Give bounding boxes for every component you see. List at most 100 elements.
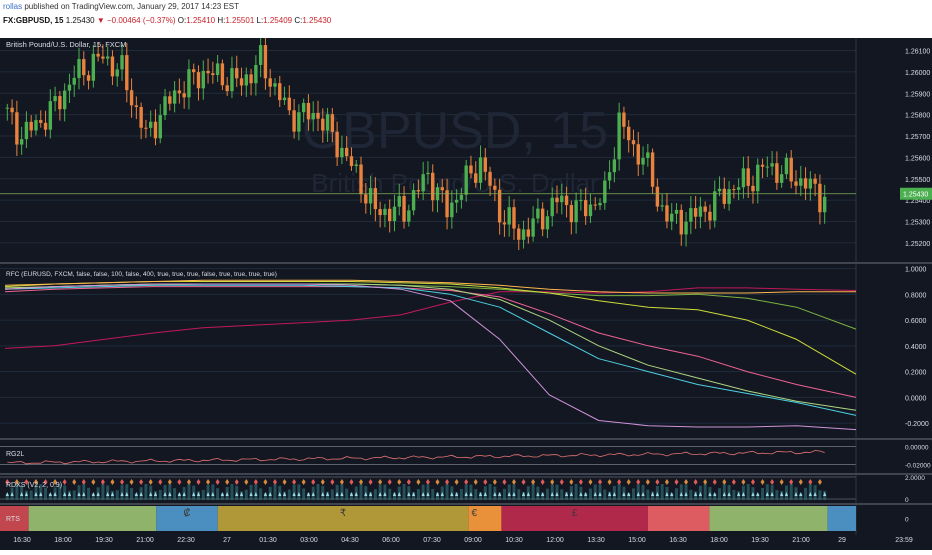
candle-body: [139, 106, 143, 128]
candle-body: [158, 115, 162, 139]
rfc-tick-label: 0.2000: [905, 370, 927, 377]
rts-currency-symbol: £: [572, 508, 578, 519]
candle-body: [187, 69, 191, 98]
rdxs-diamond: [645, 479, 650, 485]
price-axis[interactable]: 1.26100 1.26000 1.25900 1.25800 1.25700 1.256…: [900, 49, 932, 524]
candle-body: [550, 197, 554, 217]
rdxs-up-arrow: [550, 492, 554, 496]
time-tick-label: 18:00: [710, 537, 728, 544]
rdxs-up-arrow: [364, 492, 368, 496]
rdxs-bar: [689, 489, 693, 500]
rg2l-series-line: [7, 450, 825, 465]
rdxs-diamond: [550, 479, 555, 485]
candle-body: [454, 199, 459, 203]
rdxs-up-arrow: [641, 492, 645, 496]
rts-segment: [709, 506, 828, 531]
rdxs-diamond: [91, 479, 96, 485]
rdxs-bar: [560, 489, 564, 500]
time-axis[interactable]: 16:30 18:00 19:30 21:00 22:30 27 01:30 03:00 04:…: [13, 537, 913, 544]
rdxs-diamond: [483, 479, 488, 485]
candle-body: [82, 59, 86, 76]
rfc-series-line: [4, 279, 856, 294]
candle-body: [58, 96, 62, 110]
rdxs-diamond: [311, 479, 316, 485]
time-tick-label: 06:00: [382, 537, 400, 544]
candle-body: [287, 97, 292, 111]
time-tick-label: 19:30: [95, 537, 113, 544]
rdxs-up-arrow: [182, 492, 186, 496]
rdxs-bar: [115, 490, 119, 500]
rdxs-up-arrow: [670, 492, 674, 496]
rdxs-bar: [273, 484, 277, 500]
candle-body: [598, 202, 602, 206]
rdxs-diamond: [158, 479, 163, 485]
rdxs-diamond: [24, 479, 29, 485]
rdxs-bar: [574, 484, 578, 500]
rdxs-diamond: [167, 479, 172, 485]
price-tick-label: 1.26000: [905, 70, 930, 77]
time-tick-label: 21:00: [792, 537, 810, 544]
rfc-series-line: [4, 281, 857, 375]
rdxs-up-arrow: [727, 492, 731, 496]
candle-body: [292, 110, 296, 132]
rts-bands: ₡ ₹ € £: [0, 506, 856, 531]
candle-body: [383, 208, 387, 216]
rdxs-bar: [44, 487, 48, 500]
rdxs-diamond: [100, 479, 105, 485]
rdxs-diamond: [626, 479, 631, 485]
rdxs-diamond: [368, 479, 373, 485]
rdxs-diamond: [598, 479, 603, 485]
rdxs-up-arrow: [627, 492, 631, 496]
watermark: GBPUSD, 15 British Pound/U.S. Dollar: [302, 102, 608, 198]
rdxs-diamond: [540, 479, 545, 485]
candle-body: [192, 69, 196, 73]
candle-body: [627, 126, 631, 141]
rdxs-up-arrow: [268, 492, 272, 496]
rdxs-up-arrow: [483, 492, 487, 496]
rdxs-up-arrow: [149, 492, 153, 496]
rdxs-diamond: [741, 479, 746, 485]
close-value: 1.25430: [302, 16, 332, 25]
rdxs-diamond: [664, 479, 669, 485]
chart-svg[interactable]: GBPUSD, 15 British Pound/U.S. Dollar ₡ ₹ €…: [0, 32, 932, 550]
candle-body: [101, 56, 105, 59]
candle-body: [86, 75, 91, 81]
rdxs-diamond: [655, 479, 660, 485]
rdxs-bar: [412, 492, 416, 500]
rdxs-diamond: [129, 479, 134, 485]
rdxs-diamond: [33, 479, 38, 485]
rdxs-bar: [627, 492, 631, 500]
chart-area[interactable]: GBPUSD, 15 British Pound/U.S. Dollar ₡ ₹ €…: [0, 32, 932, 550]
rg2l-tick-label: 0.00000: [905, 444, 929, 451]
rdxs-up-arrow: [354, 492, 358, 496]
candle-body: [502, 222, 507, 225]
rdxs-bar: [201, 489, 205, 500]
rdxs-diamond: [387, 479, 392, 485]
rdxs-up-arrow: [521, 492, 526, 496]
candle-body: [779, 174, 784, 183]
candle-body: [531, 218, 535, 237]
rdxs-bar: [101, 484, 105, 500]
rdxs-bar: [91, 493, 95, 500]
rdxs-up-arrow: [478, 492, 483, 496]
rdxs-up-arrow: [96, 492, 100, 496]
candle-body: [134, 105, 139, 107]
rdxs-up-arrow: [206, 492, 210, 496]
rts-currency-symbol: ₡: [183, 507, 190, 519]
rdxs-bar: [349, 492, 353, 500]
rts-pane-title: RTS: [6, 516, 20, 523]
rfc-tick-label: 0.6000: [905, 318, 927, 325]
rdxs-up-arrow: [335, 492, 339, 496]
rdxs-diamond: [454, 479, 459, 485]
candle-body: [5, 107, 9, 109]
candle-body: [125, 55, 129, 91]
rts-segment: [647, 506, 710, 531]
rdxs-up-arrow: [24, 492, 29, 496]
candle-body: [426, 172, 430, 175]
candle-body: [43, 122, 48, 130]
ohlc-line: FX:GBPUSD, 15 1.25430 ▼ −0.00464 (−0.37%…: [3, 16, 331, 25]
rdxs-bar: [732, 489, 736, 500]
rdxs-up-arrow: [593, 492, 597, 496]
author-link[interactable]: rollas: [3, 2, 23, 11]
rfc-series-line: [4, 283, 857, 431]
